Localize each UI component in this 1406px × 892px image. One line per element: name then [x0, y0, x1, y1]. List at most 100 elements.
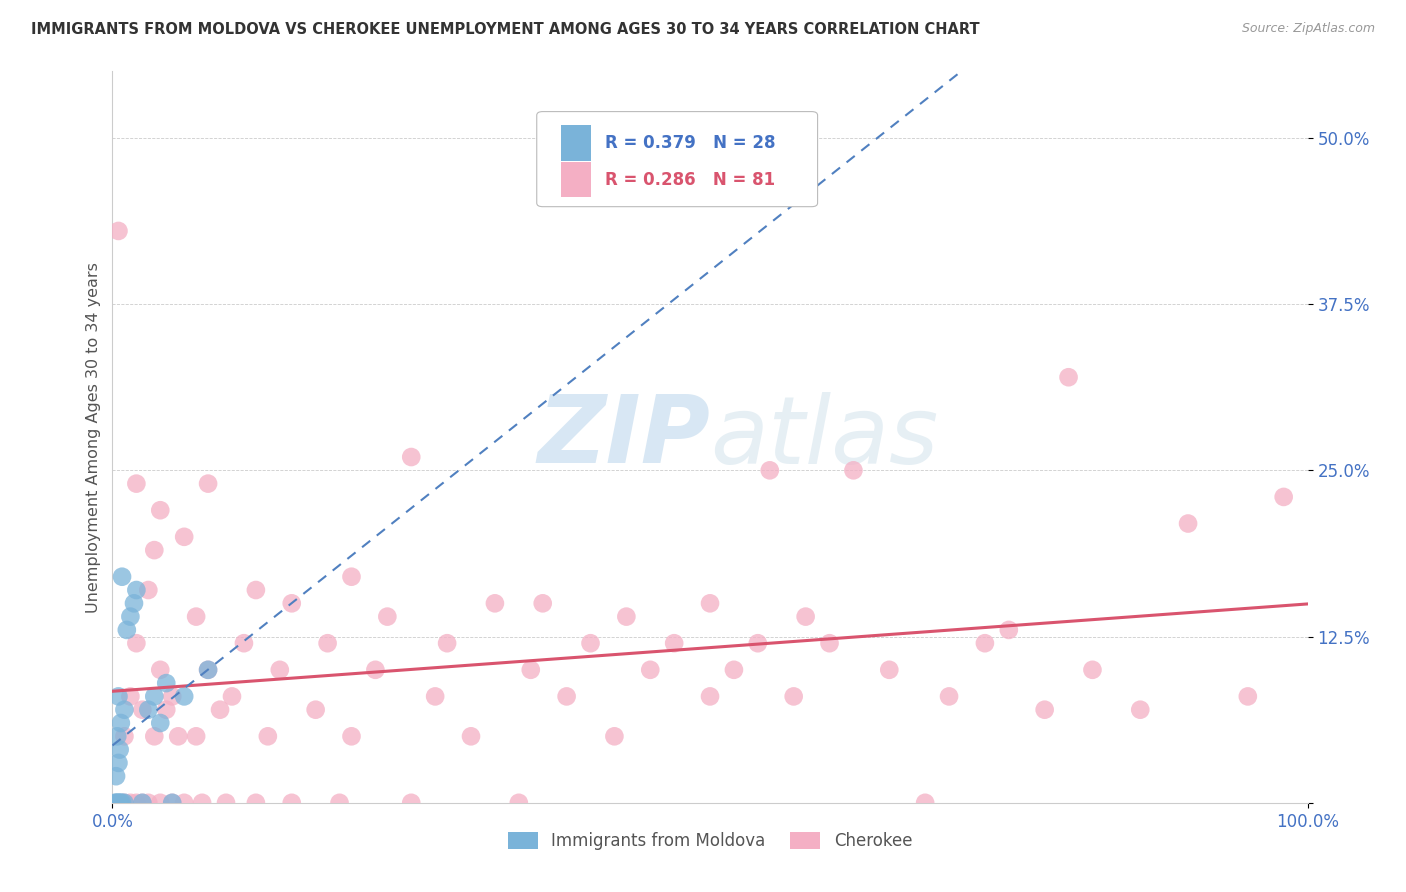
Point — [120, 609, 142, 624]
Point — [143, 690, 166, 704]
Point — [114, 729, 135, 743]
Point — [131, 796, 153, 810]
Point — [1177, 516, 1199, 531]
Point — [364, 663, 387, 677]
Point — [245, 582, 267, 597]
FancyBboxPatch shape — [561, 126, 591, 161]
Point — [107, 224, 129, 238]
Point — [401, 796, 423, 810]
Point — [555, 690, 578, 704]
Point — [120, 796, 142, 810]
Point — [115, 623, 138, 637]
Point — [186, 609, 208, 624]
Point — [460, 729, 482, 743]
Point — [105, 769, 128, 783]
Point — [974, 636, 997, 650]
Point — [1033, 703, 1056, 717]
Point — [125, 476, 148, 491]
Point — [155, 703, 177, 717]
Point — [138, 703, 160, 717]
Point — [616, 609, 638, 624]
Point — [131, 796, 153, 810]
Point — [149, 503, 172, 517]
Point — [110, 716, 132, 731]
Point — [269, 663, 291, 677]
Point — [1057, 370, 1080, 384]
Point — [122, 596, 145, 610]
Point — [377, 609, 399, 624]
Point — [879, 663, 901, 677]
Point — [221, 690, 243, 704]
Point — [664, 636, 686, 650]
Point — [105, 796, 128, 810]
Point — [508, 796, 530, 810]
Point — [699, 596, 721, 610]
Point — [759, 463, 782, 477]
Point — [120, 690, 142, 704]
Point — [111, 570, 134, 584]
Text: atlas: atlas — [710, 392, 938, 483]
Point — [114, 796, 135, 810]
Point — [998, 623, 1021, 637]
Point — [914, 796, 936, 810]
Point — [723, 663, 745, 677]
Point — [125, 636, 148, 650]
Point — [173, 530, 195, 544]
Point — [1237, 690, 1260, 704]
Point — [281, 596, 304, 610]
Point — [191, 796, 214, 810]
Point — [329, 796, 352, 810]
Point — [173, 796, 195, 810]
Text: Source: ZipAtlas.com: Source: ZipAtlas.com — [1241, 22, 1375, 36]
Point — [603, 729, 626, 743]
Point — [108, 742, 131, 756]
Text: R = 0.286   N = 81: R = 0.286 N = 81 — [605, 170, 775, 188]
Point — [143, 729, 166, 743]
Point — [531, 596, 554, 610]
Point — [305, 703, 328, 717]
Text: R = 0.379   N = 28: R = 0.379 N = 28 — [605, 134, 775, 152]
Point — [579, 636, 602, 650]
Point — [143, 543, 166, 558]
Point — [1272, 490, 1295, 504]
Legend: Immigrants from Moldova, Cherokee: Immigrants from Moldova, Cherokee — [501, 825, 920, 856]
Point — [107, 690, 129, 704]
Point — [114, 703, 135, 717]
Point — [783, 690, 806, 704]
Point — [162, 796, 183, 810]
Point — [640, 663, 662, 677]
Point — [233, 636, 256, 650]
Point — [162, 690, 183, 704]
Point — [818, 636, 841, 650]
Point — [197, 476, 219, 491]
Point — [699, 690, 721, 704]
Point — [938, 690, 960, 704]
Point — [162, 796, 183, 810]
Point — [842, 463, 865, 477]
Point — [209, 703, 232, 717]
Point — [138, 796, 160, 810]
Point — [484, 596, 506, 610]
FancyBboxPatch shape — [537, 112, 818, 207]
Point — [401, 450, 423, 464]
Point — [105, 796, 128, 810]
Point — [111, 796, 134, 810]
Point — [138, 582, 160, 597]
Point — [149, 716, 172, 731]
FancyBboxPatch shape — [561, 162, 591, 197]
Point — [436, 636, 458, 650]
Point — [108, 796, 131, 810]
Point — [131, 703, 153, 717]
Text: ZIP: ZIP — [537, 391, 710, 483]
Point — [197, 663, 219, 677]
Text: IMMIGRANTS FROM MOLDOVA VS CHEROKEE UNEMPLOYMENT AMONG AGES 30 TO 34 YEARS CORRE: IMMIGRANTS FROM MOLDOVA VS CHEROKEE UNEM… — [31, 22, 980, 37]
Point — [340, 729, 363, 743]
Point — [155, 676, 177, 690]
Point — [281, 796, 304, 810]
Point — [105, 729, 128, 743]
Point — [107, 796, 129, 810]
Point — [1129, 703, 1152, 717]
Point — [520, 663, 543, 677]
Point — [114, 796, 135, 810]
Point — [186, 729, 208, 743]
